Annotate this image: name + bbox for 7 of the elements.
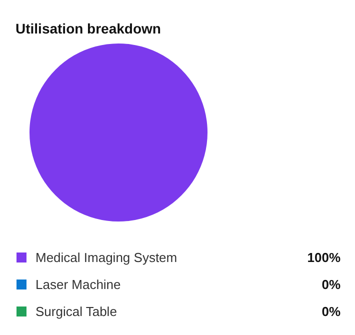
legend-label: Surgical Table	[36, 304, 117, 319]
text: 0%	[322, 277, 341, 292]
legend-label: Laser Machine	[36, 277, 121, 292]
text: 0%	[322, 304, 341, 319]
legend-label: Medical Imaging System	[36, 250, 178, 265]
chart-title: Utilisation breakdown	[16, 20, 161, 36]
data-label: 100%	[307, 250, 341, 265]
